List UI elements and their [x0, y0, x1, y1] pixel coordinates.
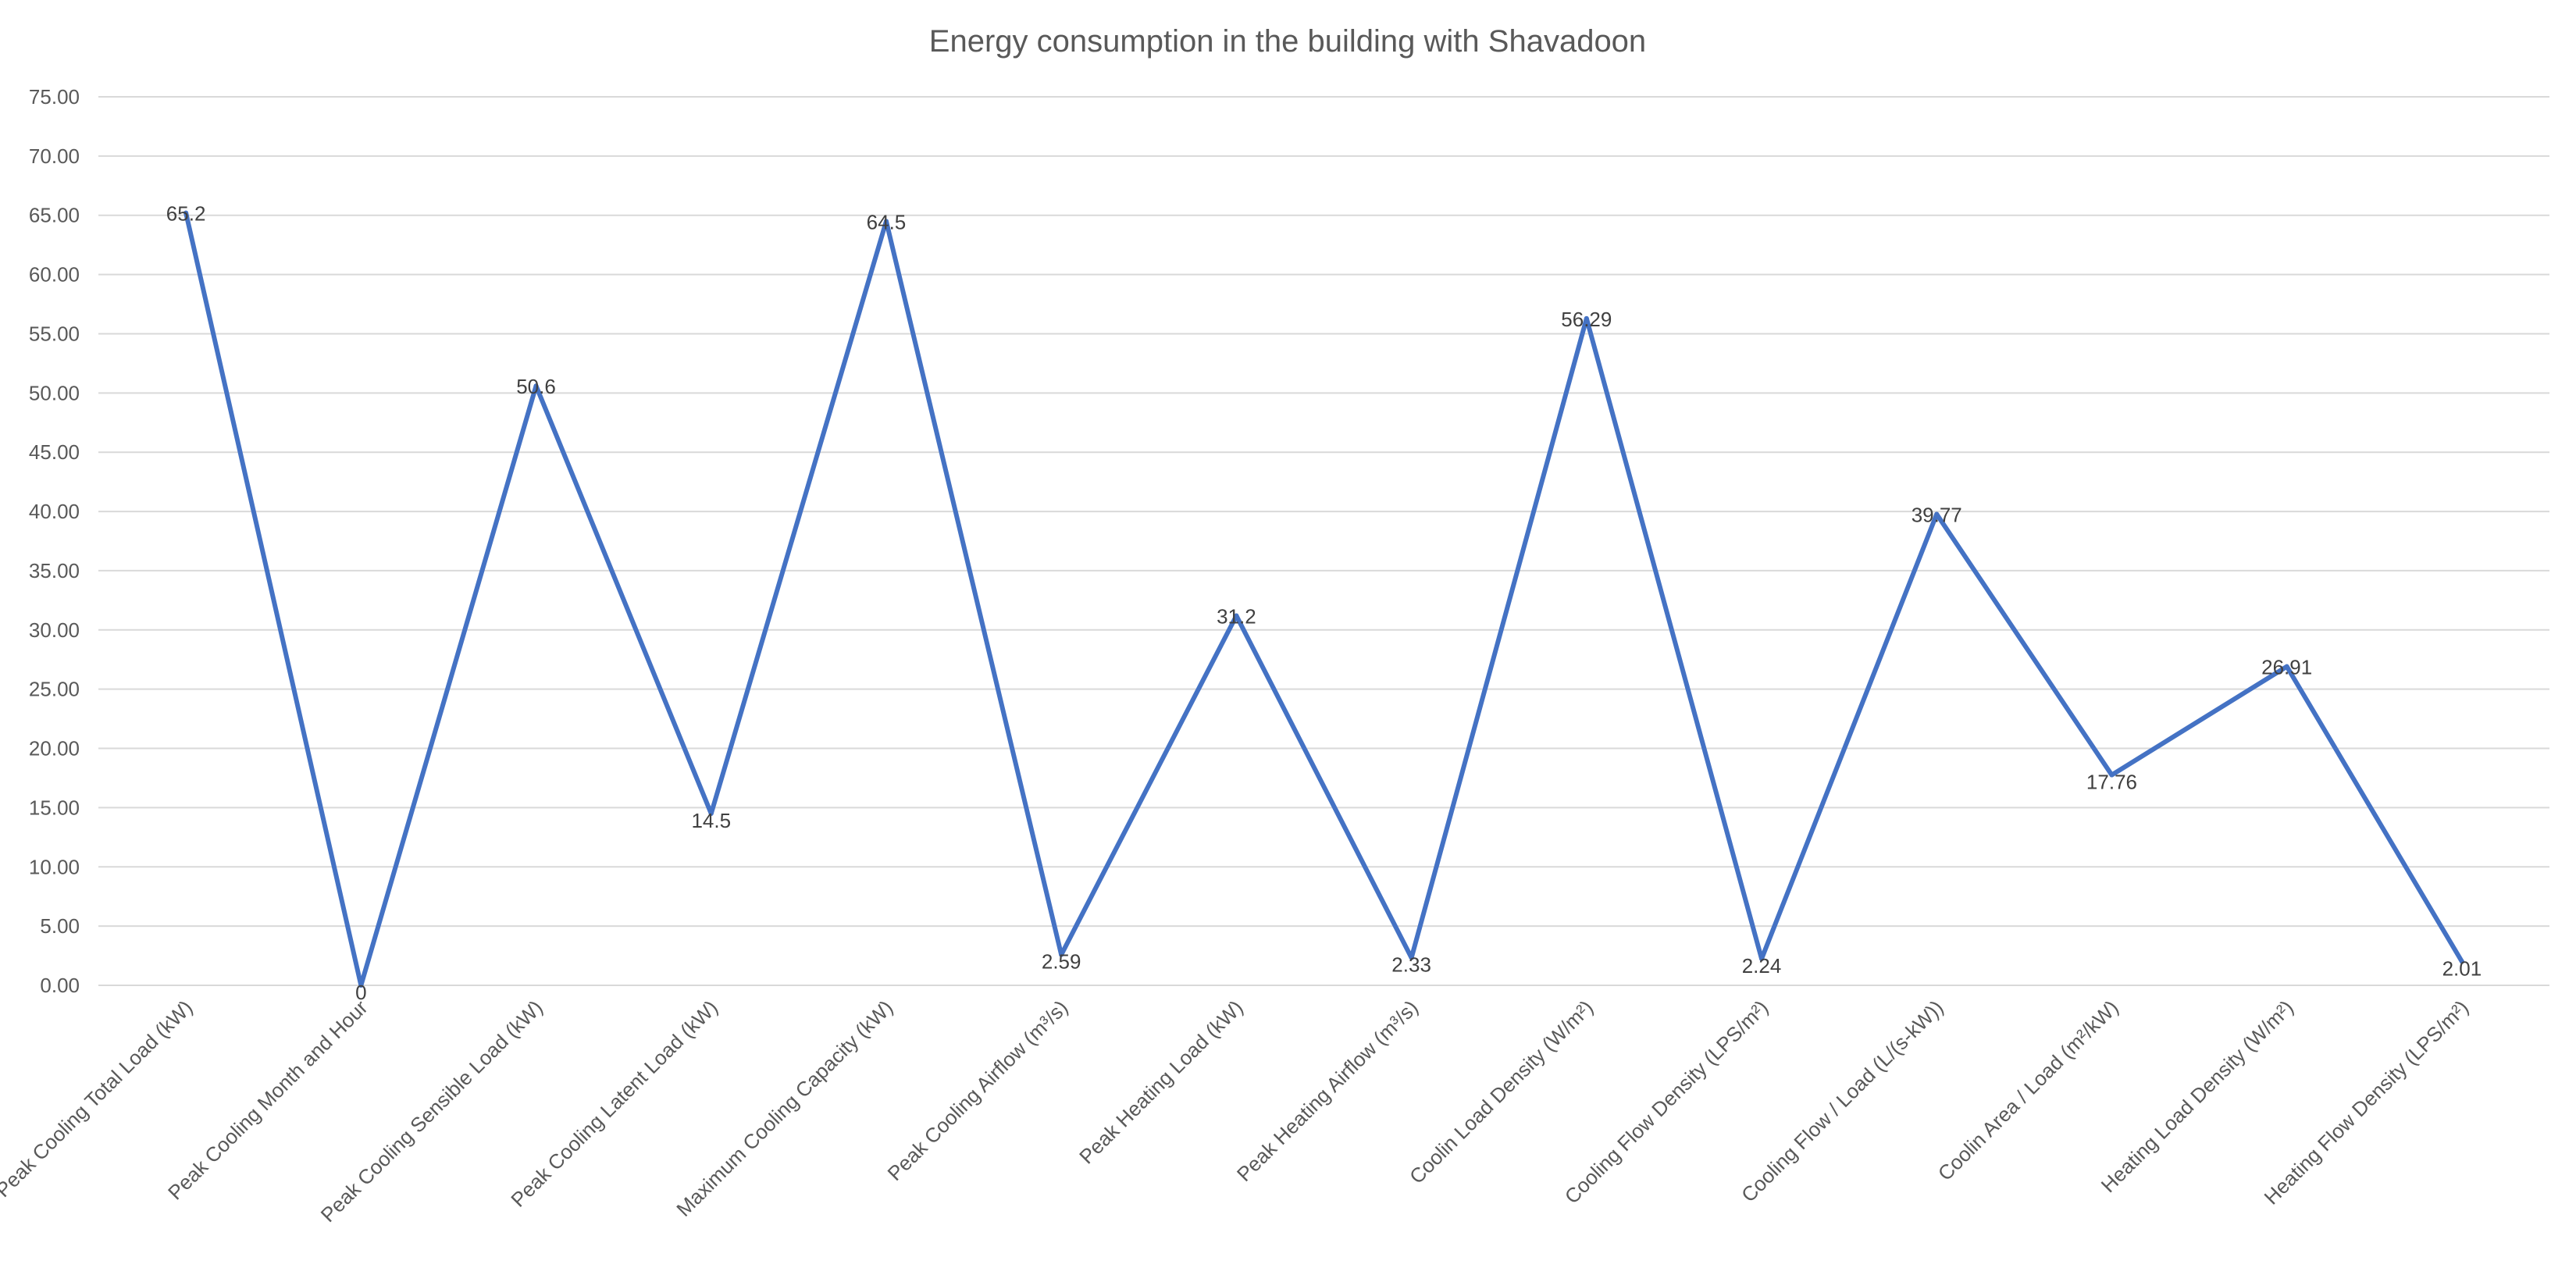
data-label: 14.5 — [691, 809, 731, 832]
data-point — [1059, 952, 1064, 957]
data-point — [883, 219, 889, 224]
y-tick-label: 55.00 — [29, 322, 80, 345]
y-tick-label: 20.00 — [29, 737, 80, 760]
chart-title: Energy consumption in the building with … — [929, 24, 1646, 59]
y-tick-label: 50.00 — [29, 381, 80, 404]
y-tick-label: 30.00 — [29, 618, 80, 642]
data-point — [183, 210, 189, 215]
data-point — [358, 983, 364, 988]
y-tick-label: 45.00 — [29, 440, 80, 464]
data-label: 56.29 — [1561, 308, 1612, 331]
data-label: 39.77 — [1912, 504, 1962, 527]
y-axis: 0.00 5.00 10.00 15.00 20.00 25.00 30.00 35.00 40… — [29, 85, 80, 997]
data-point — [2459, 959, 2464, 964]
data-label: 2.01 — [2442, 957, 2482, 981]
y-tick-label: 5.00 — [40, 914, 80, 938]
data-label: 2.24 — [1742, 954, 1782, 978]
data-label: 64.5 — [867, 210, 907, 233]
data-point — [2109, 772, 2115, 778]
data-label: 50.6 — [516, 375, 556, 398]
data-label: 31.2 — [1217, 605, 1256, 629]
data-point — [1584, 315, 1589, 321]
data-label: 17.76 — [2086, 771, 2137, 794]
data-labels: 65.2 0 50.6 14.5 64.5 2.59 31.2 2.33 56.29 2.24 39… — [166, 202, 2482, 1004]
data-point — [1409, 955, 1414, 960]
data-point — [708, 810, 714, 816]
data-label: 2.33 — [1391, 953, 1431, 977]
y-tick-label: 60.00 — [29, 263, 80, 287]
y-tick-label: 10.00 — [29, 855, 80, 878]
data-point — [2284, 664, 2289, 669]
y-tick-label: 0.00 — [40, 974, 80, 997]
data-point — [1934, 511, 1940, 517]
y-tick-label: 15.00 — [29, 796, 80, 819]
data-label: 65.2 — [166, 202, 206, 226]
y-tick-label: 70.00 — [29, 144, 80, 168]
data-label: 0 — [355, 981, 366, 1004]
gridlines — [98, 96, 2549, 986]
y-tick-label: 35.00 — [29, 559, 80, 582]
y-tick-label: 40.00 — [29, 500, 80, 523]
data-label: 26.91 — [2261, 656, 2312, 679]
data-point — [1759, 956, 1765, 962]
data-label: 2.59 — [1042, 950, 1081, 974]
series-group — [183, 210, 2464, 988]
y-tick-label: 75.00 — [29, 85, 80, 109]
y-tick-label: 65.00 — [29, 204, 80, 227]
series-line — [183, 210, 2464, 988]
data-point — [1234, 613, 1239, 618]
y-tick-label: 25.00 — [29, 678, 80, 701]
data-point — [533, 383, 539, 389]
